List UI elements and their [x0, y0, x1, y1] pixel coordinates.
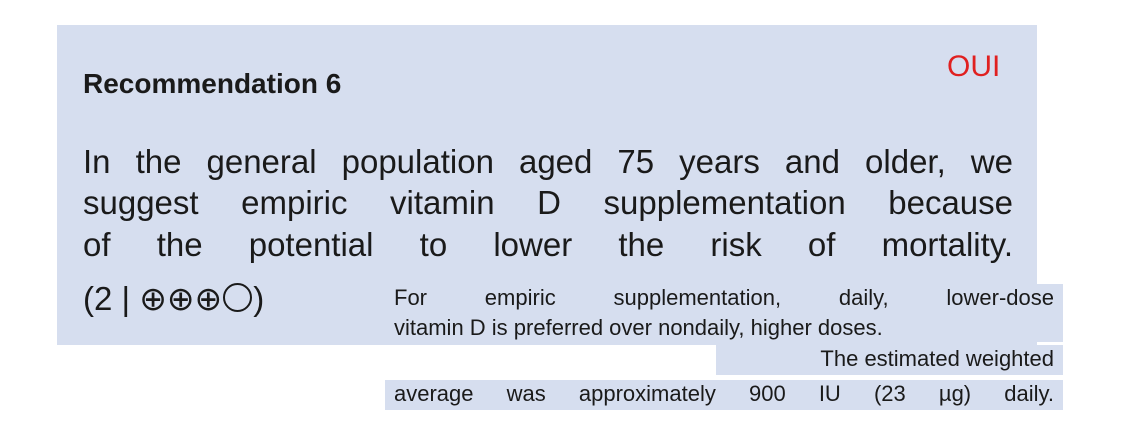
- note-line-3: The estimated weighted: [716, 345, 1063, 375]
- grade-prefix: (2 | ⊕⊕⊕: [83, 280, 223, 317]
- note-line-2: vitamin D is preferred over nondaily, hi…: [385, 314, 1063, 342]
- note-line-1: For empiric supplementation, daily, lowe…: [385, 284, 1063, 314]
- grade-suffix: ): [253, 280, 265, 317]
- recommendation-heading: Recommendation 6: [83, 68, 342, 99]
- evidence-grade: (2 | ⊕⊕⊕): [83, 280, 264, 318]
- recommendation-text-line-2: suggest empiric vitamin D supplementatio…: [83, 184, 1013, 221]
- oui-stamp: OUI: [947, 50, 1001, 83]
- recommendation-text-line-3: of the potential to lower the risk of mo…: [83, 226, 1013, 263]
- note-line-4: average was approximately 900 IU (23 µg)…: [385, 380, 1063, 410]
- empty-circle-icon: [223, 283, 253, 312]
- recommendation-text-line-1: In the general population aged 75 years …: [83, 143, 1013, 180]
